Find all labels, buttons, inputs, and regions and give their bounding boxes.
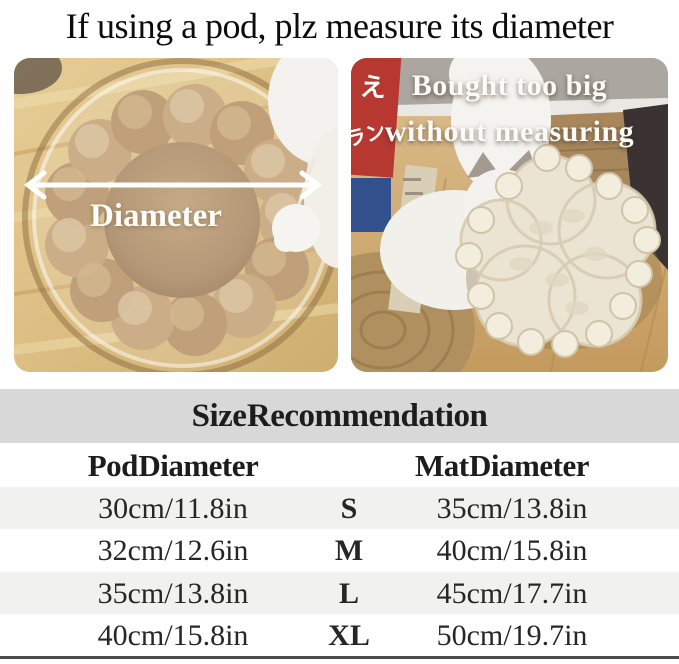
table-row: 32cm/12.6in M 40cm/15.8in — [0, 529, 679, 571]
background-object — [14, 58, 62, 94]
cell-pod-diameter: 35cm/13.8in — [97, 576, 249, 610]
cell-size: M — [334, 534, 364, 568]
column-header-pod: Pod Diameter — [87, 448, 259, 483]
photo-caption: Bought too big without measuring — [351, 63, 668, 155]
caption-line-1: Bought too big — [411, 69, 608, 102]
cell-mat-diameter: 45cm/17.7in — [436, 576, 588, 610]
too-big-photo: え ラン — [351, 58, 668, 372]
cat-fur-and-pompom — [268, 58, 338, 268]
diameter-label: Diameter — [90, 198, 222, 234]
table-title: Size Recommendation — [0, 389, 679, 443]
size-table: Size Recommendation Pod Diameter Mat Dia… — [0, 389, 679, 656]
table-row: 30cm/11.8in S 35cm/13.8in — [0, 487, 679, 530]
blue-sign — [351, 178, 391, 232]
cell-pod-diameter: 40cm/15.8in — [97, 618, 249, 652]
japanese-sign: え ラン — [351, 58, 402, 178]
cell-mat-diameter: 35cm/13.8in — [436, 492, 588, 525]
table-bottom-border — [0, 656, 679, 659]
jute-mat-rings — [351, 270, 455, 372]
diameter-arrow-icon — [23, 170, 323, 200]
table-row: 35cm/13.8in L 45cm/17.7in — [0, 571, 679, 614]
cell-pod-diameter: 30cm/11.8in — [98, 492, 248, 525]
table-column-headers: Pod Diameter Mat Diameter — [0, 443, 679, 487]
pod-bed-illustration — [14, 58, 338, 372]
cell-size: XL — [328, 618, 370, 652]
cell-size: S — [340, 492, 358, 525]
cat-mat-illustration: え ラン — [351, 58, 668, 372]
cell-mat-diameter: 50cm/19.7in — [436, 618, 588, 652]
sign-char-top: え — [359, 72, 387, 103]
column-header-mat: Mat Diameter — [415, 448, 589, 483]
pod-measure-photo: Diameter — [14, 58, 338, 372]
cell-mat-diameter: 40cm/15.8in — [436, 534, 588, 568]
dark-furniture — [623, 104, 668, 270]
cell-pod-diameter: 32cm/12.6in — [97, 534, 249, 568]
cell-size: L — [338, 576, 359, 610]
pod-inner-cushion — [104, 142, 260, 298]
caption-line-2: without measuring — [384, 115, 635, 148]
page-title: If using a pod, plz measure its diameter — [65, 6, 614, 46]
knit-mat-illustration — [455, 144, 661, 358]
table-row: 40cm/15.8in XL 50cm/19.7in — [0, 614, 679, 656]
bowl-outer-rim — [22, 58, 338, 372]
